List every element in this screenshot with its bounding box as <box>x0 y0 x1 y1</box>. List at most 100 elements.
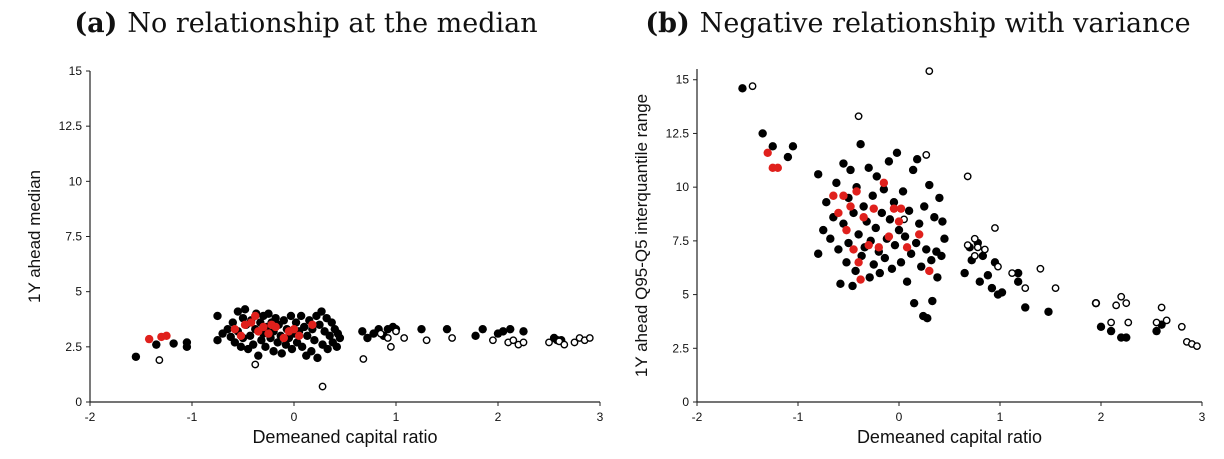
x-tick-label: 1 <box>393 410 400 424</box>
data-point <box>938 217 947 226</box>
data-point <box>317 307 326 316</box>
y-tick-label: 5 <box>682 288 689 302</box>
data-point <box>313 353 322 363</box>
data-point <box>519 338 528 347</box>
data-point <box>856 275 865 284</box>
data-point <box>834 245 843 254</box>
data-point <box>1122 333 1131 342</box>
chart-title-text: No relationship at the median <box>127 8 538 39</box>
data-point <box>869 260 878 269</box>
data-point <box>832 178 841 188</box>
data-point <box>1092 299 1100 308</box>
data-point <box>880 253 890 263</box>
data-point <box>1122 299 1131 308</box>
data-point <box>915 230 924 239</box>
data-point <box>849 245 858 254</box>
panel-label: (b) <box>645 8 690 39</box>
data-point <box>917 262 926 271</box>
data-point <box>296 311 306 321</box>
data-point <box>1157 303 1166 312</box>
data-point <box>315 320 324 329</box>
data-point <box>871 223 880 233</box>
data-point <box>856 139 865 149</box>
data-point <box>839 219 848 228</box>
data-point <box>1193 342 1201 351</box>
data-point <box>240 305 250 314</box>
data-point <box>1008 269 1017 277</box>
data-point <box>879 178 889 188</box>
data-point <box>839 159 848 168</box>
data-point <box>911 238 921 248</box>
axes: -2 -1 0 1 2 3 0 2.5 5 7.5 10 12.5 15 <box>666 69 1206 424</box>
data-point <box>894 217 904 226</box>
data-point <box>933 273 942 282</box>
data-point <box>889 204 899 213</box>
data-point <box>922 245 931 254</box>
data-point <box>422 336 431 345</box>
data-point <box>1152 326 1161 336</box>
data-point <box>310 336 319 345</box>
data-point <box>1036 264 1045 273</box>
data-point <box>1021 284 1030 293</box>
data-point <box>230 324 240 334</box>
data-point <box>829 191 838 200</box>
data-point <box>902 277 912 286</box>
data-point <box>822 198 831 207</box>
data-point <box>325 331 334 340</box>
panel-a: (a) No relationship at the median -2 -1 0 1 2… <box>25 8 604 447</box>
data-point <box>874 243 883 252</box>
data-point <box>228 318 237 327</box>
y-tick-label: 7.5 <box>672 234 689 248</box>
data-point <box>519 327 528 336</box>
data-point <box>297 342 307 352</box>
data-point <box>251 360 260 369</box>
data-point <box>327 318 336 327</box>
data-point <box>839 191 848 200</box>
data-point <box>925 266 934 276</box>
data-point <box>1013 277 1023 286</box>
data-point <box>884 157 894 166</box>
y-axis-label: 1Y ahead median <box>25 170 44 303</box>
data-point <box>970 252 979 260</box>
data-point <box>937 251 946 261</box>
data-point <box>997 288 1007 297</box>
panel-b: (b) Negative relationship with variance -… <box>612 0 1224 459</box>
data-point <box>963 172 972 181</box>
y-tick-label: 2.5 <box>672 341 689 355</box>
data-point <box>898 187 908 196</box>
data-point <box>223 324 232 334</box>
y-tick-label: 10 <box>69 174 83 188</box>
data-point <box>923 314 932 323</box>
data-point <box>238 313 248 323</box>
data-point <box>303 331 312 340</box>
y-axis-label: 1Y ahead Q95-Q5 interquantile range <box>632 94 651 377</box>
x-tick-label: 2 <box>1098 410 1105 424</box>
data-point <box>927 256 936 265</box>
data-point <box>335 333 345 343</box>
data-point <box>245 331 255 340</box>
x-tick-label: -1 <box>187 410 198 424</box>
data-point <box>560 340 569 349</box>
y-tick-label: 15 <box>69 64 83 78</box>
data-point <box>890 240 900 250</box>
data-point <box>844 238 853 248</box>
data-point <box>994 262 1002 271</box>
data-point <box>925 67 934 76</box>
data-point <box>987 283 997 293</box>
data-point <box>1152 318 1161 327</box>
data-point <box>264 329 273 338</box>
data-point <box>162 331 171 340</box>
data-point <box>889 198 899 207</box>
data-point <box>983 271 993 280</box>
data-point <box>545 338 553 347</box>
data-point <box>748 82 757 91</box>
x-tick-label: -2 <box>85 410 96 424</box>
data-point <box>363 333 372 343</box>
data-point <box>261 342 270 352</box>
data-point <box>773 163 782 173</box>
data-point <box>213 311 222 321</box>
data-point <box>851 266 860 276</box>
data-point <box>834 208 843 218</box>
data-point <box>169 339 178 348</box>
data-point <box>1096 322 1106 332</box>
